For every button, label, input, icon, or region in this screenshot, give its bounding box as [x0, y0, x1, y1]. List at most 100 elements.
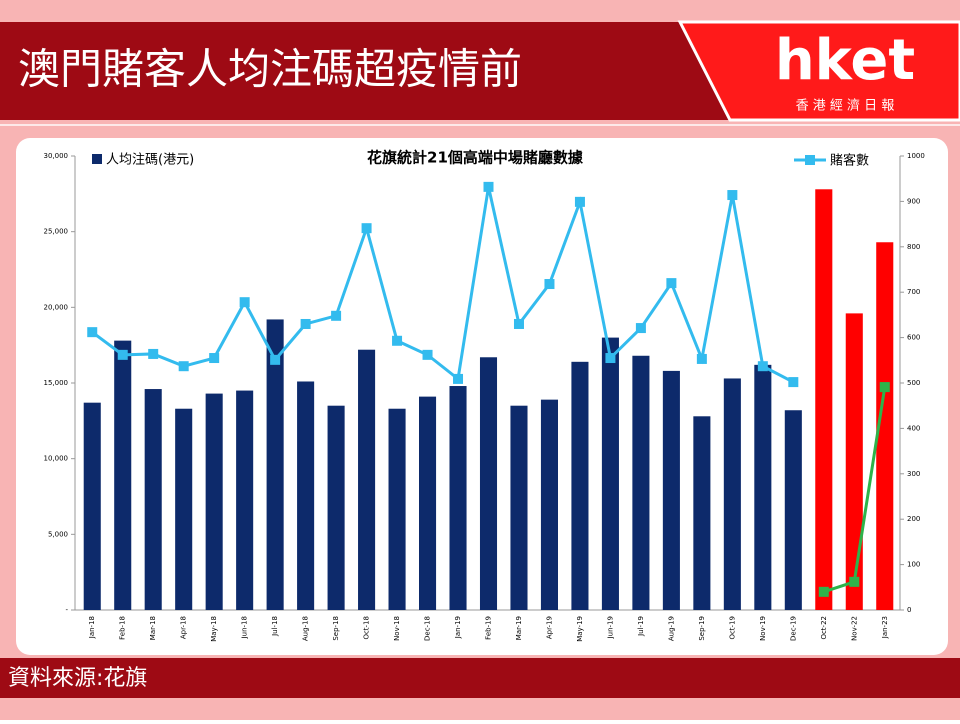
bar — [388, 408, 406, 610]
marker — [392, 335, 403, 346]
x-tick-label: May-18 — [210, 616, 218, 642]
marker — [209, 353, 220, 364]
y2-tick-label: 400 — [907, 424, 920, 432]
bar — [297, 381, 315, 610]
y2-tick-label: 100 — [907, 561, 920, 569]
marker — [788, 377, 799, 388]
x-tick-label: Jan-19 — [454, 616, 462, 639]
x-tick-label: Sep-19 — [698, 616, 706, 641]
marker — [239, 297, 250, 308]
y2-tick-label: 200 — [907, 515, 920, 523]
marker — [666, 278, 677, 289]
footer-band — [0, 658, 960, 698]
x-tick-label: Oct-22 — [820, 616, 828, 640]
y-tick-label: - — [65, 606, 68, 614]
x-tick-label: Dec-19 — [789, 616, 797, 641]
x-tick-label: May-19 — [576, 616, 584, 642]
bar — [601, 337, 619, 610]
bar — [175, 408, 193, 610]
y2-tick-label: 500 — [907, 379, 920, 387]
y-tick-label: 15,000 — [44, 379, 69, 387]
header-rule — [0, 124, 960, 126]
marker — [178, 361, 189, 372]
x-tick-label: Sep-18 — [332, 616, 340, 641]
y-tick-label: 25,000 — [44, 228, 69, 236]
bar — [144, 389, 162, 610]
bar — [449, 386, 467, 610]
marker — [483, 181, 494, 192]
y2-tick-label: 700 — [907, 288, 920, 296]
marker — [818, 586, 829, 597]
bar — [479, 357, 498, 610]
marker — [605, 353, 616, 364]
bar — [510, 405, 528, 610]
marker — [544, 279, 555, 290]
logo-name: hket — [775, 28, 915, 93]
chart-title: 花旗統計21個高端中場賭廳數據 — [367, 149, 584, 167]
y-tick-label: 5,000 — [48, 530, 68, 538]
x-tick-label: Nov-18 — [393, 616, 401, 641]
bar — [723, 378, 741, 610]
x-tick-label: Dec-18 — [424, 616, 432, 641]
bar — [205, 393, 223, 610]
bar — [114, 340, 132, 610]
x-tick-label: Aug-19 — [667, 616, 675, 641]
y2-tick-label: 600 — [907, 334, 920, 342]
x-tick-label: Jun-19 — [606, 616, 614, 639]
x-tick-label: Feb-18 — [119, 616, 127, 640]
legend-swatch — [92, 154, 102, 164]
marker — [300, 318, 311, 329]
x-tick-label: Jun-18 — [241, 616, 249, 639]
x-tick-label: Mar-18 — [149, 616, 157, 640]
marker — [727, 190, 738, 201]
y2-tick-label: 300 — [907, 470, 920, 478]
bar — [754, 364, 772, 610]
y2-tick-label: 900 — [907, 197, 920, 205]
y2-tick-label: 0 — [907, 606, 911, 614]
line — [91, 186, 795, 384]
x-tick-label: Oct-19 — [728, 616, 736, 640]
legend-label: 賭客數 — [830, 153, 869, 169]
y-tick-label: 30,000 — [44, 152, 69, 160]
bar — [419, 396, 437, 610]
marker — [422, 349, 433, 360]
marker — [453, 373, 464, 384]
y-tick-label: 10,000 — [44, 455, 69, 463]
marker — [635, 323, 646, 334]
x-tick-label: Nov-19 — [759, 616, 767, 641]
source: 資料來源:花旗 — [8, 666, 147, 691]
bar — [815, 189, 833, 610]
y-tick-label: 20,000 — [44, 303, 69, 311]
legend-marker — [805, 155, 815, 165]
x-tick-label: Jul-19 — [637, 616, 645, 637]
marker — [148, 348, 159, 359]
x-tick-label: Jul-18 — [271, 616, 279, 637]
logo-sub: 香 港 經 濟 日 報 — [796, 98, 895, 114]
marker — [117, 349, 128, 360]
bar — [540, 399, 558, 610]
legend-label: 人均注碼(港元) — [106, 153, 194, 168]
marker — [87, 327, 98, 338]
marker — [574, 196, 585, 207]
bar — [358, 349, 376, 610]
bar — [571, 361, 589, 610]
x-tick-label: Apr-18 — [180, 616, 188, 639]
x-tick-label: Mar-19 — [515, 616, 523, 640]
bar — [327, 405, 345, 610]
bar — [876, 242, 894, 610]
bar — [632, 355, 650, 610]
x-tick-label: Jan-23 — [881, 616, 889, 639]
bar — [236, 390, 254, 610]
marker — [361, 223, 372, 234]
y2-tick-label: 1000 — [907, 152, 925, 160]
y2-tick-label: 800 — [907, 243, 920, 251]
x-tick-label: Feb-19 — [485, 616, 493, 640]
x-tick-label: Apr-19 — [545, 616, 553, 639]
marker — [757, 361, 768, 372]
bar — [693, 416, 711, 610]
marker — [879, 382, 890, 393]
page-title: 澳門賭客人均注碼超疫情前 — [18, 45, 522, 94]
marker — [849, 576, 860, 587]
marker — [696, 353, 707, 364]
